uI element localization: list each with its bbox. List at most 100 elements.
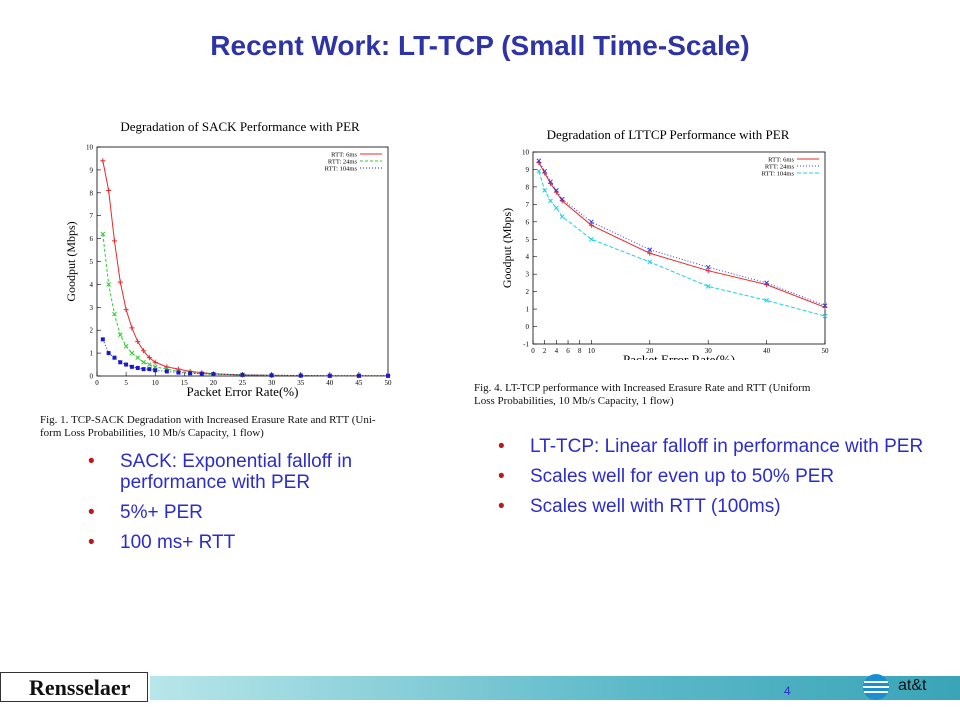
y-axis-label: Goodput (Mbps) (64, 221, 78, 301)
bullet: 100 ms+ RTT (88, 532, 428, 553)
data-point (542, 188, 548, 193)
y-tick-label: 5 (526, 236, 530, 244)
data-point (559, 214, 565, 219)
y-tick-label: 1 (526, 306, 530, 314)
x-tick-label: 4 (555, 347, 559, 355)
data-point (589, 236, 594, 242)
data-point (188, 371, 193, 376)
att-logo (863, 674, 889, 700)
chart-title: Degradation of SACK Performance with PER (120, 119, 360, 134)
caption-line: form Loss Probabilities, 10 Mb/s Capacit… (40, 427, 264, 439)
x-tick-label: 30 (268, 379, 276, 387)
series-line (538, 162, 826, 308)
bullet: Scales well with RTT (100ms) (498, 496, 938, 517)
x-tick-label: 20 (210, 379, 218, 387)
x-tick-label: 15 (181, 379, 189, 387)
y-tick-label: 7 (90, 212, 94, 220)
data-point (536, 168, 542, 174)
y-tick-label: 4 (526, 253, 530, 261)
y-tick-label: 8 (526, 183, 530, 191)
x-tick-label: 8 (578, 347, 582, 355)
x-tick-label: 10 (152, 379, 160, 387)
data-point (356, 373, 361, 378)
caption-line: Loss Probabilities, 10 Mb/s Capacity, 1 … (474, 395, 674, 407)
data-point (129, 350, 135, 356)
data-point (542, 168, 548, 174)
y-tick-label: 0 (526, 323, 530, 331)
data-point (123, 307, 129, 313)
data-point (176, 370, 181, 375)
data-point (135, 339, 141, 345)
y-axis-label: Goodput (Mbps) (500, 208, 514, 288)
data-point (647, 259, 653, 265)
y-tick-label: 2 (90, 327, 94, 335)
series-line (538, 171, 826, 317)
data-point (548, 198, 553, 204)
legend-label: RTT: 104ms (325, 166, 358, 173)
bullet: SACK: Exponential falloff in performance… (88, 451, 428, 493)
data-point (141, 367, 146, 372)
legend-label: RTT: 24ms (765, 164, 795, 171)
data-point (147, 362, 152, 367)
x-tick-label: 35 (297, 379, 305, 387)
legend-label: RTT: 6ms (768, 157, 794, 164)
data-point (559, 196, 565, 202)
data-point (129, 364, 134, 369)
y-tick-label: 10 (522, 149, 530, 157)
data-point (129, 325, 135, 331)
data-point (327, 373, 332, 378)
data-point (100, 231, 106, 237)
x-tick-label: 2 (543, 347, 547, 355)
y-tick-label: 4 (90, 281, 94, 289)
bullet-list: SACK: Exponential falloff in performance… (88, 451, 428, 562)
x-tick-label: 25 (239, 379, 247, 387)
chart: Degradation of LTTCP Performance with PE… (500, 127, 829, 367)
legend-label: RTT: 104ms (762, 171, 795, 178)
data-point (647, 250, 653, 256)
data-point (554, 205, 559, 211)
figure-caption: Fig. 1. TCP-SACK Degradation with Increa… (40, 414, 430, 440)
bullet: Scales well for even up to 50% PER (498, 466, 938, 487)
x-tick-label: 20 (646, 347, 654, 355)
caption-line: Fig. 4. LT-TCP performance with Increase… (474, 382, 811, 394)
x-tick-label: 0 (531, 347, 535, 355)
data-point (705, 264, 711, 270)
figure-panel: Degradation of SACK Performance with PER… (40, 118, 426, 414)
series-line (102, 233, 388, 377)
data-point (106, 351, 111, 356)
y-tick-label: 9 (90, 166, 94, 174)
data-point (647, 247, 653, 253)
data-point (764, 298, 769, 303)
data-point (152, 359, 158, 365)
bullet-list: LT-TCP: Linear falloff in performance wi… (498, 436, 938, 526)
y-tick-label: 2 (526, 288, 530, 296)
data-point (117, 279, 123, 285)
figure-caption: Fig. 4. LT-TCP performance with Increase… (474, 382, 874, 408)
globe-stripes (863, 681, 889, 693)
data-point (386, 373, 390, 378)
y-tick-label: 7 (526, 201, 530, 209)
data-point (152, 364, 158, 370)
data-point (112, 311, 117, 317)
x-tick-label: 30 (705, 347, 713, 355)
legend-label: RTT: 6ms (331, 152, 357, 159)
slide-title: Recent Work: LT-TCP (Small Time-Scale) (210, 30, 750, 61)
logo: Rensselaer (0, 672, 148, 702)
y-tick-label: 10 (86, 144, 94, 152)
y-tick-label: 6 (90, 235, 94, 243)
data-point (822, 303, 828, 308)
data-point (117, 332, 123, 338)
data-point (211, 372, 216, 377)
data-point (124, 362, 129, 367)
data-point (106, 188, 112, 194)
data-point (548, 179, 553, 185)
x-tick-label: 45 (355, 379, 363, 387)
y-tick-label: 3 (526, 271, 530, 279)
data-point (240, 372, 245, 377)
data-point (123, 343, 129, 349)
data-point (106, 282, 111, 287)
chart-title: Degradation of LTTCP Performance with PE… (547, 127, 790, 142)
data-point (554, 188, 559, 193)
plot-frame (96, 146, 389, 377)
